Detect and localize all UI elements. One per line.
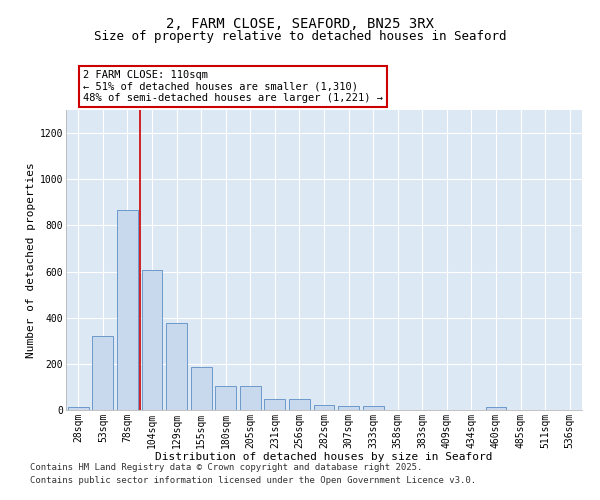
Bar [240,386,261,410]
Bar [314,406,334,410]
Bar [68,407,89,410]
Bar [92,336,113,410]
Y-axis label: Number of detached properties: Number of detached properties [26,162,35,358]
Bar [289,399,310,410]
Bar [117,210,138,410]
Bar [166,323,187,410]
Text: Size of property relative to detached houses in Seaford: Size of property relative to detached ho… [94,30,506,43]
Text: Contains HM Land Registry data © Crown copyright and database right 2025.: Contains HM Land Registry data © Crown c… [30,464,422,472]
Bar [215,386,236,410]
Bar [191,368,212,410]
Bar [142,270,163,410]
Text: 2 FARM CLOSE: 110sqm
← 51% of detached houses are smaller (1,310)
48% of semi-de: 2 FARM CLOSE: 110sqm ← 51% of detached h… [83,70,383,103]
Text: Contains public sector information licensed under the Open Government Licence v3: Contains public sector information licen… [30,476,476,485]
X-axis label: Distribution of detached houses by size in Seaford: Distribution of detached houses by size … [155,452,493,462]
Text: 2, FARM CLOSE, SEAFORD, BN25 3RX: 2, FARM CLOSE, SEAFORD, BN25 3RX [166,18,434,32]
Bar [485,407,506,410]
Bar [265,399,286,410]
Bar [338,406,359,410]
Bar [362,406,383,410]
